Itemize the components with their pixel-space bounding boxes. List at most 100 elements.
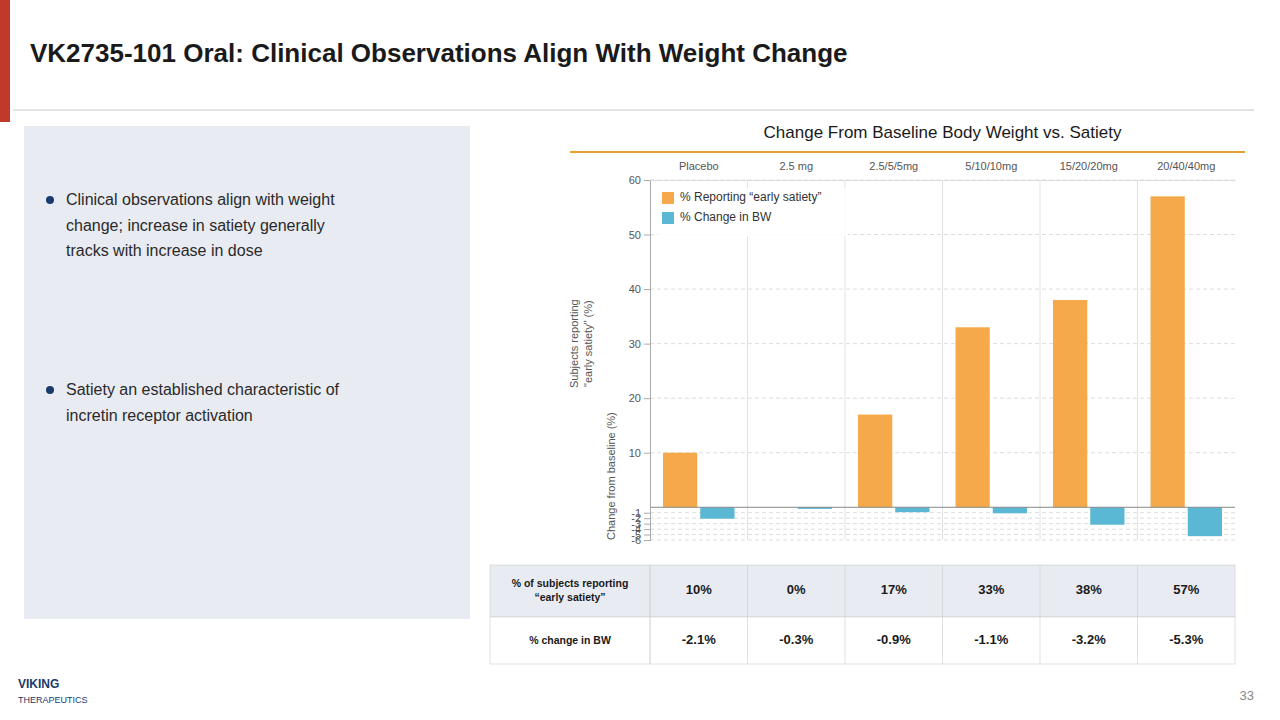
legend-background [658,188,848,236]
grid-line [650,180,1235,181]
legend-item: % Change in BW [662,210,772,224]
x-tick-label: 5/10/10mg [965,160,1017,172]
y-tick: 10 [629,447,650,459]
bar [993,507,1027,513]
bar [1090,507,1124,524]
table-cell: -0.9% [877,632,911,647]
x-tick-label: 20/40/40mg [1157,160,1215,172]
table-cell: 57% [1173,582,1199,597]
logo-text: THERAPEUTICS [18,695,88,705]
bar-series [700,507,1222,536]
y-axis: 102030405060-1-2-3-4-5-6 [629,174,651,546]
text-line: Satiety an established characteristic of [66,381,340,398]
x-tick-label: 15/20/20mg [1060,160,1118,172]
table-cell: 10% [686,582,712,597]
table-cell: 17% [881,582,907,597]
y-tick-label: 10 [629,447,641,459]
legend-swatch [662,212,674,224]
table-cell: 38% [1076,582,1102,597]
y-tick-mark [644,513,650,514]
bar [858,415,892,508]
table-divider [650,617,651,664]
chart-title: Change From Baseline Body Weight vs. Sat… [764,123,1122,142]
bar [700,507,734,518]
accent-bar [0,0,10,122]
table-divider [747,565,748,617]
y-tick-mark [644,289,650,290]
page: VK2735-101 Oral: Clinical Observations A… [0,0,1280,720]
x-tick-label: 2.5/5/5mg [869,160,918,172]
y-tick-mark [644,453,650,454]
grid [650,180,1235,540]
bar [1188,507,1222,536]
table-divider [1040,565,1041,617]
bullet-text: Satiety an established characteristic of… [66,381,340,424]
y-tick-label: 20 [629,392,641,404]
text-line: % change in BW [529,633,611,645]
logo-text: VIKING [18,677,59,691]
text-line: tracks with increase in dose [66,242,263,259]
x-tick: 2.5/5/5mg [869,160,918,180]
table-cell: -2.1% [682,632,716,647]
zero-line [650,507,1235,508]
y-tick-mark [644,518,650,519]
bar-series [663,196,1185,507]
text-line: Clinical observations align with weight [66,191,335,208]
legend-label: % Reporting “early satiety” [680,190,821,204]
legend-item: % Reporting “early satiety” [662,190,821,204]
y-tick: 40 [629,283,650,295]
x-tick: Placebo [679,160,719,180]
x-tick-label: Placebo [679,160,719,172]
bar [663,453,697,508]
bar [895,507,929,512]
x-tick-label: 2.5 mg [779,160,813,172]
y-tick: 60 [629,174,650,186]
y-axis-line [644,181,651,541]
group-separator [1137,180,1138,540]
text-line: change; increase in satiety generally [66,217,325,234]
y-tick-mark [644,524,650,525]
table-cell: -0.3% [779,632,813,647]
table-row-label: % of subjects reporting“early satiety” [512,577,629,603]
x-tick: 5/10/10mg [965,160,1017,180]
bullet-dot [46,196,54,204]
table-divider [845,617,846,664]
y-tick-mark [644,180,650,181]
x-tick: 20/40/40mg [1157,160,1215,180]
y-axis-title: Subjects reporting"early satiety" (%) [568,299,593,388]
page-title: VK2735-101 Oral: Clinical Observations A… [30,38,848,68]
y-tick-label: -6 [631,534,641,546]
table-divider [845,565,846,617]
text-line: incretin receptor activation [66,407,253,424]
table-divider [942,565,943,617]
legend: % Reporting “early satiety” % Change in B… [658,188,848,236]
bar [1053,300,1087,507]
table-cell: -1.1% [974,632,1008,647]
text-line: Subjects reporting [568,299,580,388]
table-row [490,617,1235,664]
y-tick-mark [644,398,650,399]
y-tick: 30 [629,338,650,350]
text-line: “early satiety” [534,591,605,603]
bars [663,196,1222,536]
title-separator [13,110,1254,111]
y-tick-label: 30 [629,338,641,350]
y-tick: 20 [629,392,650,404]
table-cell: -3.2% [1072,632,1106,647]
y-tick: 50 [629,229,650,241]
table-divider [1137,617,1138,664]
x-axis: Placebo 2.5 mg 2.5/5/5mg 5/10/10mg 15/20/20m… [651,160,1236,181]
title-rule [570,151,1245,153]
group-separator [1040,180,1041,540]
y-tick-mark [644,235,650,236]
x-tick: 15/20/20mg [1060,160,1118,180]
table-divider [747,617,748,664]
bar [956,327,990,507]
table-cell: -5.3% [1169,632,1203,647]
y-tick-mark [644,529,650,530]
text-line: "early satiety" (%) [582,300,594,387]
y-tick-mark [644,535,650,536]
table-divider [650,565,651,617]
page-number: 33 [1240,688,1254,703]
table-cell: 33% [978,582,1004,597]
